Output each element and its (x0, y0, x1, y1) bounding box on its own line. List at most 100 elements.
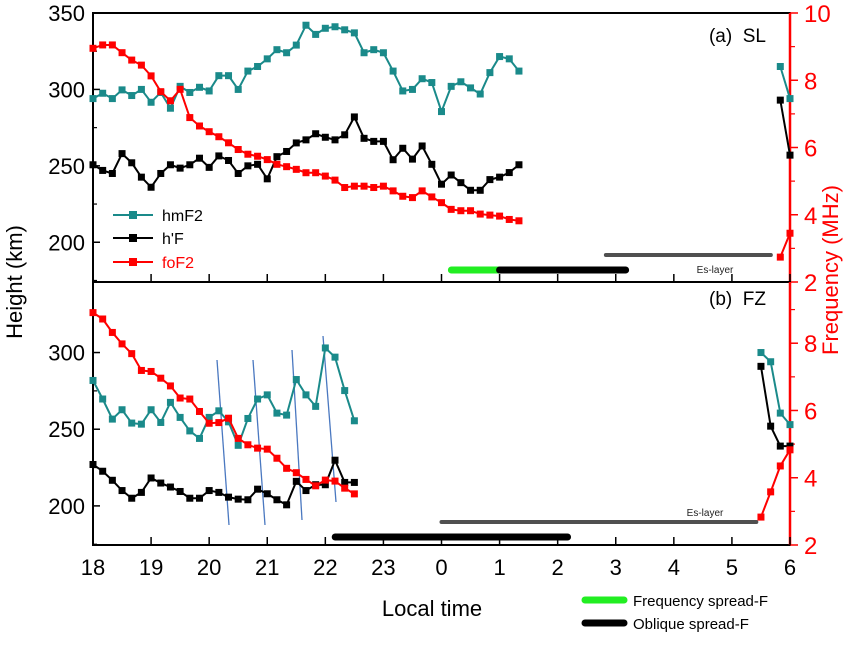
data-point-hf (302, 487, 310, 495)
data-point-fof2 (321, 172, 329, 180)
data-point-hmf2 (776, 409, 784, 417)
data-point-fof2 (399, 192, 407, 200)
data-point-hmf2 (389, 67, 397, 75)
data-point-hmf2 (89, 95, 97, 103)
data-point-fof2 (447, 205, 455, 213)
data-point-hmf2 (283, 411, 291, 419)
x-tick-label: 22 (313, 555, 337, 580)
data-point-hf (118, 487, 126, 495)
data-point-hf (767, 422, 775, 430)
data-point-fof2 (108, 328, 116, 336)
data-point-hf (418, 142, 426, 150)
data-point-fof2 (757, 513, 765, 521)
data-point-hmf2 (341, 387, 349, 395)
data-point-fof2 (166, 97, 174, 105)
x-tick-label: 2 (552, 555, 564, 580)
data-point-fof2 (186, 395, 194, 403)
data-point-hf (389, 156, 397, 164)
data-point-hmf2 (312, 30, 320, 38)
data-point-hmf2 (776, 62, 784, 70)
data-point-hf (341, 131, 349, 139)
legend-bottom: Frequency spread-F Oblique spread-F (581, 593, 768, 633)
data-point-hf (244, 162, 252, 170)
data-point-hmf2 (176, 413, 184, 421)
data-point-hmf2 (254, 62, 262, 70)
data-point-fof2 (408, 194, 416, 202)
data-point-fof2 (166, 382, 174, 390)
data-point-hmf2 (428, 79, 436, 87)
data-point-hf (786, 442, 794, 450)
x-tick-label: 21 (255, 555, 279, 580)
data-point-hmf2 (370, 46, 378, 54)
x-axis-label: Local time (382, 596, 482, 621)
data-point-hf (195, 154, 203, 162)
data-point-hf (486, 176, 494, 184)
data-point-fof2 (496, 212, 504, 220)
data-point-hf (360, 134, 368, 142)
data-point-hmf2 (234, 85, 242, 93)
data-point-hf (350, 478, 358, 486)
data-point-hmf2 (118, 86, 126, 94)
data-point-fof2 (486, 211, 494, 219)
data-point-fof2 (273, 454, 281, 462)
data-point-hmf2 (447, 82, 455, 90)
series-line-fof2 (760, 449, 791, 518)
data-point-hmf2 (505, 55, 513, 63)
data-point-fof2 (234, 434, 242, 442)
x-tick-label: 3 (610, 555, 622, 580)
data-point-hmf2 (331, 353, 339, 361)
data-point-hmf2 (292, 376, 300, 384)
data-point-hf (273, 153, 281, 161)
data-point-hf (128, 494, 136, 502)
data-point-hf (108, 169, 116, 177)
data-point-fof2 (176, 85, 184, 93)
data-point-fof2 (302, 169, 310, 177)
data-point-fof2 (350, 490, 358, 498)
data-point-fof2 (128, 56, 136, 64)
data-point-fof2 (205, 419, 213, 427)
series-line-hmf2 (92, 23, 520, 115)
data-point-hf (438, 180, 445, 188)
data-point-fof2 (89, 44, 97, 52)
data-point-hf (108, 476, 116, 484)
data-point-hf (176, 487, 184, 495)
data-point-hmf2 (331, 23, 339, 31)
data-point-hf (263, 175, 271, 183)
series-line-hf (92, 457, 355, 507)
data-point-hmf2 (786, 95, 794, 103)
x-tick-label: 23 (371, 555, 395, 580)
y2-tick-label: 4 (804, 203, 817, 230)
data-point-hf (302, 136, 310, 144)
data-point-hf (350, 113, 358, 121)
slant-annotation-line (291, 349, 303, 521)
data-point-hmf2 (263, 55, 271, 63)
data-point-hmf2 (263, 391, 271, 399)
data-point-hmf2 (225, 72, 233, 80)
data-point-hmf2 (496, 53, 504, 61)
x-tick-label: 6 (784, 555, 796, 580)
data-point-fof2 (254, 444, 262, 452)
data-point-hmf2 (186, 88, 194, 96)
y-tick-label: 300 (48, 341, 85, 366)
data-point-hmf2 (457, 78, 465, 86)
data-point-fof2 (128, 350, 136, 358)
data-point-hmf2 (408, 85, 416, 93)
data-point-hf (379, 137, 387, 145)
y-axis-label: Height (km) (2, 225, 27, 339)
data-point-fof2 (225, 139, 233, 147)
data-point-hmf2 (767, 358, 775, 366)
data-point-hf (89, 460, 97, 468)
series-line-fof2 (92, 311, 355, 495)
data-point-hf (292, 477, 300, 485)
data-point-hmf2 (350, 29, 358, 37)
y-tick-label: 200 (48, 230, 85, 255)
data-point-fof2 (147, 72, 155, 80)
data-point-fof2 (244, 150, 252, 158)
data-point-hf (195, 494, 203, 502)
data-point-hmf2 (186, 427, 194, 435)
data-point-fof2 (360, 182, 368, 190)
data-point-fof2 (89, 309, 97, 317)
data-point-fof2 (505, 215, 513, 223)
legend-frequency-spread-f: Frequency spread-F (633, 593, 768, 610)
data-point-hmf2 (128, 419, 136, 427)
